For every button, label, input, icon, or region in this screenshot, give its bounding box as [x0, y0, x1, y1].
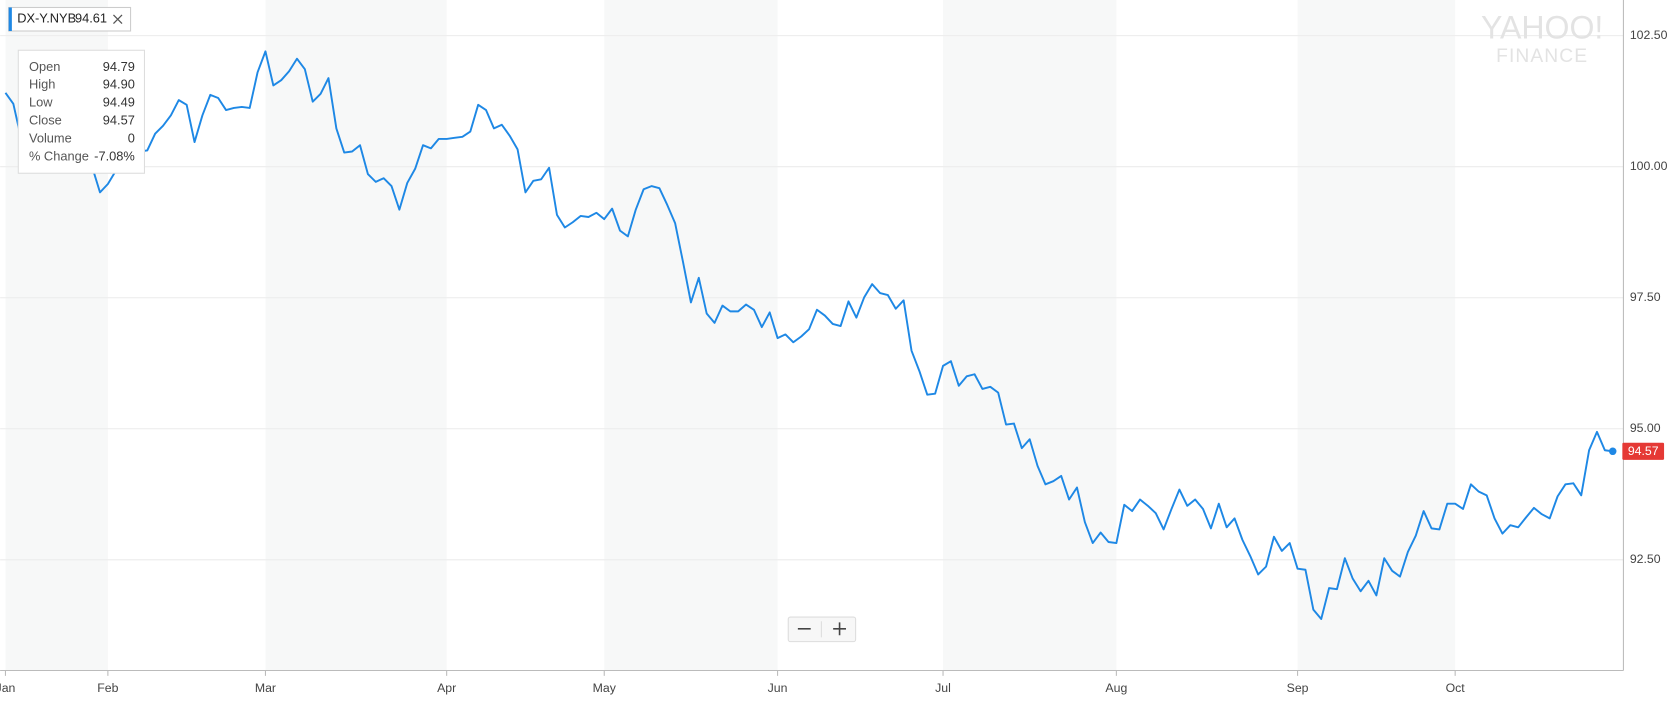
tooltip-label: Close — [29, 113, 62, 128]
tooltip-label: Open — [29, 59, 60, 74]
tooltip-value: 0 — [128, 131, 135, 146]
ticker-accent — [8, 7, 12, 32]
tooltip-bg — [17, 49, 146, 174]
tooltip-value: 94.79 — [103, 59, 135, 74]
x-tick-label: May — [593, 681, 617, 695]
tooltip-label: High — [29, 77, 55, 92]
price-line — [4, 50, 1613, 620]
x-tick-label: Aug — [1105, 681, 1127, 695]
y-tick-label: 100.00 — [1630, 159, 1668, 173]
x-tick-label: Apr — [437, 681, 456, 695]
watermark: YAHOO! — [1481, 9, 1603, 45]
zoom-in[interactable] — [833, 622, 846, 636]
tooltip-value: -7.08% — [94, 149, 135, 164]
x-tick-label: Mar — [255, 681, 276, 695]
y-tick-label: 95.00 — [1630, 421, 1661, 435]
y-tick-label: 92.50 — [1630, 552, 1661, 566]
last-point — [1608, 447, 1617, 456]
close-icon[interactable] — [113, 14, 123, 24]
x-tick-label: Sep — [1287, 681, 1309, 695]
month-band — [1297, 0, 1456, 671]
tooltip-value: 94.90 — [103, 77, 135, 92]
zoom-controls — [787, 616, 857, 643]
x-tick-label: Oct — [1446, 681, 1466, 695]
grid — [0, 35, 1624, 676]
month-band — [604, 0, 778, 671]
ticker-symbol: DX-Y.NYB — [17, 11, 76, 26]
tooltip-label: Volume — [29, 131, 72, 146]
watermark: FINANCE — [1496, 46, 1588, 67]
last-price-tag — [1622, 442, 1665, 460]
x-tick-label: Jan — [0, 681, 16, 695]
x-tick-label: Jun — [768, 681, 788, 695]
x-tick-label: Feb — [97, 681, 118, 695]
month-band — [265, 0, 447, 671]
month-bands — [5, 0, 1456, 671]
ticker-price: 94.61 — [75, 11, 107, 26]
tooltip: Open 94.79 High 94.90 Low 94.49 Close 94.57 Volu… — [17, 49, 146, 174]
tooltip-label: Low — [29, 95, 53, 110]
y-tick-label: 102.50 — [1630, 28, 1668, 42]
tooltip-value: 94.49 — [103, 95, 135, 110]
month-band — [943, 0, 1117, 671]
x-tick-label: Jul — [935, 681, 951, 695]
plot: 94.57 — [4, 50, 1665, 620]
tooltip-label: % Change — [29, 149, 89, 164]
y-tick-label: 97.50 — [1630, 290, 1661, 304]
last-price-label: 94.57 — [1628, 444, 1659, 458]
ticker-box: DX-Y.NYB 94.61 — [8, 6, 132, 32]
tooltip-value: 94.57 — [103, 113, 135, 128]
